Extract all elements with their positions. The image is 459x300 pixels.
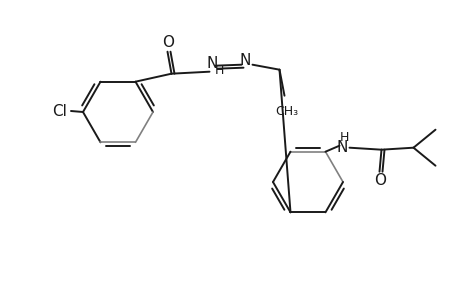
Text: CH₃: CH₃ — [274, 105, 297, 118]
Text: N: N — [207, 56, 218, 71]
Text: N: N — [239, 53, 251, 68]
Text: Cl: Cl — [52, 103, 67, 118]
Text: O: O — [374, 173, 386, 188]
Text: H: H — [214, 64, 224, 77]
Text: N: N — [336, 140, 347, 155]
Text: O: O — [162, 35, 174, 50]
Text: H: H — [339, 131, 348, 144]
